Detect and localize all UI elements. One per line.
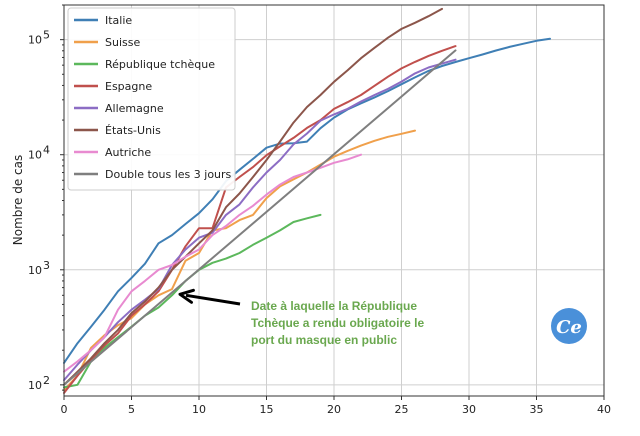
legend-label: Allemagne xyxy=(105,102,164,115)
series-lines xyxy=(63,7,551,394)
y-tick-label: 10 xyxy=(28,149,42,162)
legend-label: Suisse xyxy=(105,36,140,49)
legend: Italie Suisse République tchèque Espagne All… xyxy=(67,7,236,191)
annotation: Date à laquelle la République Tchèque a r… xyxy=(178,288,424,347)
y-tick-label: 10 xyxy=(28,34,42,47)
x-tick-label: 30 xyxy=(462,403,476,416)
legend-label: Espagne xyxy=(105,80,152,93)
x-tick-label: 20 xyxy=(327,403,341,416)
annotation-arrow-shaft xyxy=(185,293,241,306)
legend-label: Double tous les 3 jours xyxy=(105,168,232,181)
y-axis-label: Nombre de cas xyxy=(11,155,25,246)
x-tick-label: 0 xyxy=(61,403,68,416)
y-tick-exponent: 3 xyxy=(43,259,50,272)
legend-box xyxy=(67,7,236,191)
y-tick-label: 10 xyxy=(28,264,42,277)
annotation-arrow-head xyxy=(178,288,195,304)
x-tick-label: 25 xyxy=(395,403,409,416)
logo-circle xyxy=(551,308,587,344)
legend-label: République tchèque xyxy=(105,58,215,71)
series-line-7 xyxy=(63,153,362,373)
annotation-text-line: Date à laquelle la République xyxy=(251,299,417,313)
legend-label: États-Unis xyxy=(105,124,161,137)
legend-label: Italie xyxy=(105,14,132,27)
logo-badge: Ce xyxy=(551,308,587,344)
annotation-text-line: port du masque en public xyxy=(251,333,397,347)
series-line-6 xyxy=(63,7,443,386)
y-tick-exponent: 2 xyxy=(43,374,50,387)
y-tick-exponent: 5 xyxy=(43,29,50,42)
y-tick-exponent: 4 xyxy=(43,144,50,157)
y-tick-label: 10 xyxy=(28,379,42,392)
series-line-5 xyxy=(63,58,457,382)
x-tick-label: 35 xyxy=(530,403,544,416)
x-tick-label: 10 xyxy=(192,403,206,416)
x-tick-label: 5 xyxy=(128,403,135,416)
legend-label: Autriche xyxy=(105,146,151,159)
x-tick-label: 40 xyxy=(597,403,611,416)
series-line-4 xyxy=(63,45,457,394)
x-tick-label: 15 xyxy=(260,403,274,416)
annotation-text-line: Tchèque a rendu obligatoire le xyxy=(251,316,424,330)
series-line-1 xyxy=(63,37,551,364)
series-line-8 xyxy=(63,49,457,386)
logo-text: Ce xyxy=(556,317,582,338)
